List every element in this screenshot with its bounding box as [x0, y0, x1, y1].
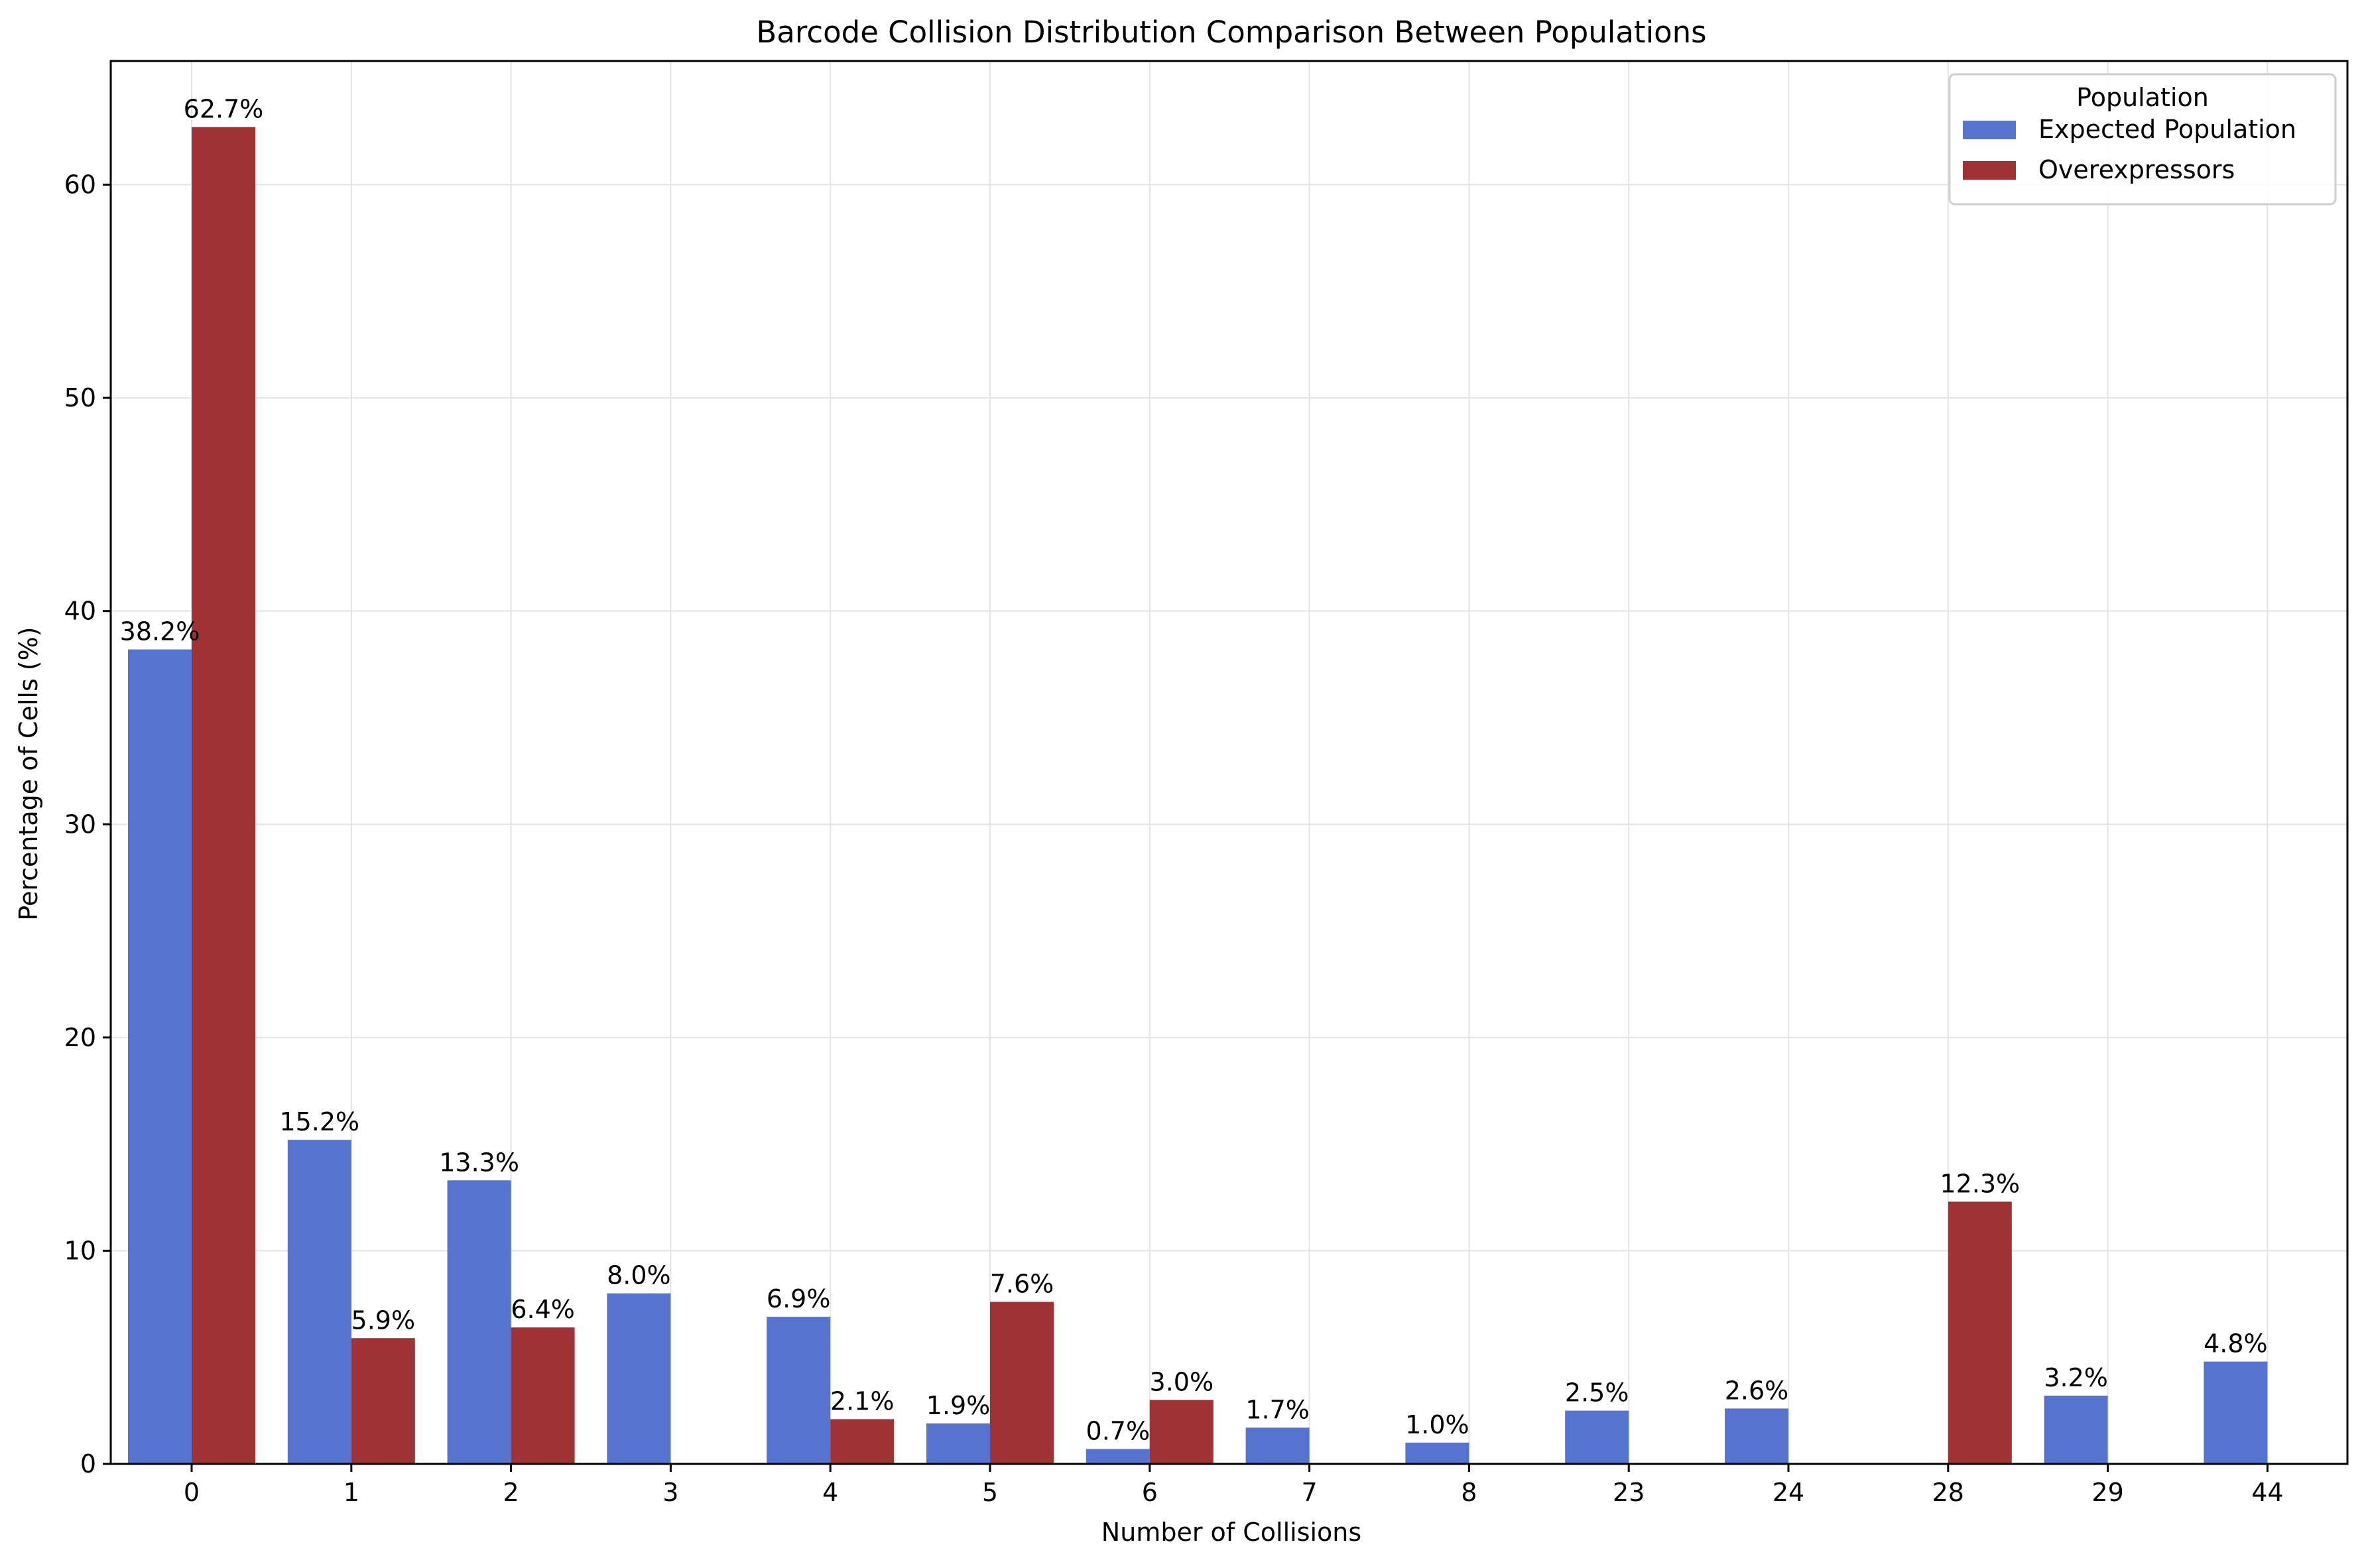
x-tick-label: 24 — [1773, 1478, 1804, 1507]
bars — [128, 127, 2268, 1465]
plot-frame — [109, 60, 2349, 1465]
legend-swatch — [1963, 121, 2016, 139]
legend-label: Expected Population — [2038, 115, 2296, 144]
bar-value-label: 7.6% — [990, 1270, 1054, 1299]
bar-overexpressors-6 — [1149, 1400, 1214, 1464]
y-tick-label: 20 — [64, 1023, 96, 1052]
y-tick-label: 10 — [64, 1236, 96, 1265]
legend-swatch — [1963, 161, 2016, 180]
x-tick-label: 44 — [2251, 1478, 2283, 1507]
x-tick-label: 1 — [343, 1478, 359, 1507]
bar-expected-5 — [926, 1423, 990, 1464]
bar-expected-6 — [1086, 1449, 1150, 1464]
x-axis-label: Number of Collisions — [1101, 1518, 1361, 1547]
legend-title: Population — [2076, 83, 2209, 112]
bar-expected-0 — [128, 649, 192, 1465]
bar-expected-2 — [447, 1180, 511, 1464]
bar-expected-1 — [287, 1140, 351, 1464]
legend-frame — [1948, 73, 2337, 206]
x-tick-label: 29 — [2091, 1478, 2123, 1507]
bar-expected-24 — [1725, 1408, 1788, 1464]
bar-expected-3 — [607, 1293, 671, 1464]
bar-expected-44 — [2204, 1361, 2268, 1464]
y-tick-label: 40 — [64, 597, 96, 626]
bar-overexpressors-0 — [192, 127, 255, 1465]
x-tick-label: 4 — [822, 1478, 838, 1507]
x-tick-label: 28 — [1932, 1478, 1964, 1507]
legend-entries: Expected Population Overexpressors — [1963, 115, 2296, 184]
bar-value-label: 1.7% — [1245, 1395, 1310, 1424]
y-tick-label: 0 — [80, 1449, 96, 1478]
bar-expected-8 — [1405, 1442, 1469, 1464]
bar-value-label: 62.7% — [184, 95, 264, 124]
x-tick-label: 0 — [184, 1478, 200, 1507]
bar-expected-29 — [2044, 1396, 2108, 1464]
bar-expected-4 — [767, 1317, 831, 1464]
bar-expected-23 — [1565, 1410, 1629, 1464]
bar-expected-7 — [1245, 1427, 1310, 1464]
y-tick-label: 50 — [64, 383, 96, 412]
bar-value-label: 2.6% — [1725, 1376, 1789, 1405]
bar-value-labels: 38.2% 15.2% 13.3% 8.0% 6.9% 1.9% 0.7% 1.7% 1.0% 2… — [120, 95, 2268, 1446]
bar-value-label: 38.2% — [120, 617, 200, 646]
bar-value-label: 15.2% — [279, 1107, 359, 1136]
bar-value-label: 12.3% — [1940, 1169, 2020, 1198]
x-tick-label: 5 — [982, 1478, 998, 1507]
y-axis-label: Percentage of Cells (%) — [14, 627, 43, 920]
bar-value-label: 6.9% — [767, 1284, 831, 1313]
bar-value-label: 4.8% — [2204, 1329, 2268, 1358]
bar-value-label: 0.7% — [1086, 1416, 1151, 1445]
bar-value-label: 5.9% — [351, 1305, 416, 1335]
bar-value-label: 13.3% — [439, 1148, 519, 1177]
legend: Population Expected Population Overexpres… — [1948, 73, 2337, 206]
x-tick-label: 6 — [1142, 1478, 1158, 1507]
bar-value-label: 2.1% — [830, 1386, 895, 1416]
bar-value-label: 6.4% — [511, 1295, 575, 1324]
x-tick-label: 7 — [1302, 1478, 1318, 1507]
x-tick-label: 3 — [662, 1478, 678, 1507]
bar-overexpressors-1 — [351, 1338, 415, 1464]
bar-overexpressors-2 — [511, 1327, 575, 1464]
bar-value-label: 3.2% — [2044, 1363, 2108, 1392]
x-tick-label: 2 — [503, 1478, 519, 1507]
bar-value-label: 1.9% — [926, 1391, 991, 1420]
bar-overexpressors-5 — [990, 1301, 1054, 1464]
x-tick-label: 23 — [1613, 1478, 1645, 1507]
bar-value-label: 8.0% — [607, 1261, 671, 1290]
bar-overexpressors-28 — [1948, 1201, 2012, 1464]
legend-label: Overexpressors — [2038, 155, 2235, 184]
bar-value-label: 2.5% — [1565, 1378, 1629, 1408]
bar-value-label: 1.0% — [1405, 1410, 1469, 1439]
chart-title: Barcode Collision Distribution Compariso… — [756, 15, 1706, 50]
y-tick-label: 30 — [64, 810, 96, 839]
bar-value-label: 3.0% — [1150, 1368, 1214, 1397]
bar-overexpressors-4 — [830, 1419, 895, 1464]
y-tick-label: 60 — [64, 170, 96, 200]
x-tick-label: 8 — [1461, 1478, 1477, 1507]
